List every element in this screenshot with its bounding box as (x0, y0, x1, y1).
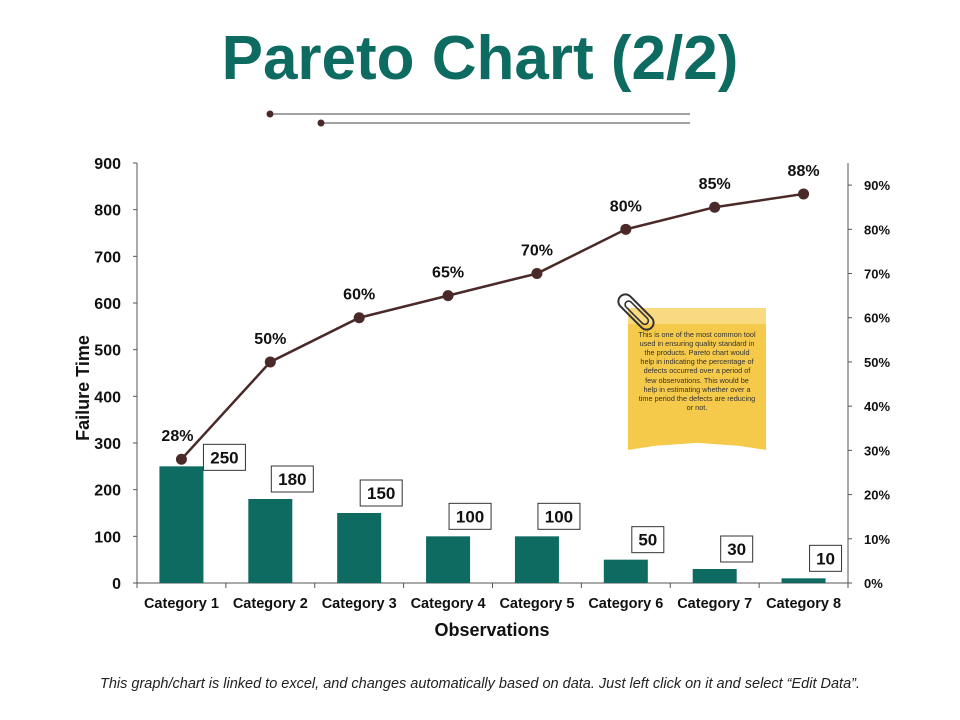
y-tick-label: 900 (94, 156, 121, 173)
bar-label-box (448, 502, 492, 530)
bar-data-label: 250 (210, 448, 238, 467)
page-title: Pareto Chart (2/2) (221, 24, 739, 93)
bar (781, 578, 826, 583)
bar-data-label: 100 (456, 507, 484, 526)
y2-tick-label: 30% (864, 443, 890, 458)
line-point (353, 312, 365, 324)
y2-tick-label: 0% (864, 576, 883, 591)
line-data-label: 88% (788, 163, 820, 180)
x-tick-label: Category 4 (411, 596, 486, 612)
bar-data-label: 50 (638, 531, 657, 550)
y-tick-label: 400 (94, 389, 121, 406)
y2-tick-label: 90% (864, 178, 890, 193)
line-point (798, 188, 810, 200)
line-point (709, 201, 721, 213)
x-tick-label: Category 3 (322, 596, 397, 612)
y2-tick-label: 60% (864, 311, 890, 326)
y-tick-label: 500 (94, 343, 121, 360)
x-axis-title: Observations (434, 620, 549, 640)
line-data-label: 65% (432, 265, 464, 282)
bar-label-box (202, 443, 246, 471)
line-point (264, 356, 276, 368)
bar (337, 513, 382, 583)
y-tick-label: 200 (94, 483, 121, 500)
y-axis-title: Failure Time (73, 335, 93, 441)
cumulative-line (180, 192, 804, 461)
x-tick-label: Category 8 (766, 596, 841, 612)
y-tick-label: 300 (94, 436, 121, 453)
sticky-note: This is one of the most common tool used… (628, 308, 766, 450)
footnote: This graph/chart is linked to excel, and… (99, 676, 861, 692)
x-tick-label: Category 6 (588, 596, 663, 612)
bar-label-box (270, 465, 314, 493)
bar-label-box (631, 526, 665, 554)
bar (159, 466, 204, 583)
bar-data-label: 10 (816, 549, 835, 568)
y-tick-label: 700 (94, 249, 121, 266)
bar (248, 499, 293, 583)
line-data-label: 80% (610, 198, 642, 215)
line-data-label: 85% (699, 176, 731, 193)
bar (426, 536, 471, 583)
y2-tick-label: 80% (864, 222, 890, 237)
line-point (620, 223, 632, 235)
sticky-note-band (628, 308, 766, 324)
y-tick-label: 0 (112, 576, 121, 593)
y2-tick-label: 10% (864, 532, 890, 547)
line-data-label: 70% (521, 243, 553, 260)
x-tick-label: Category 2 (233, 596, 308, 612)
x-tick-label: Category 5 (499, 596, 574, 612)
line-data-label: 60% (343, 287, 375, 304)
y2-tick-label: 70% (864, 267, 890, 282)
bar (692, 569, 737, 583)
sticky-note-text: This is one of the most common tool used… (638, 330, 756, 412)
y2-tick-label: 20% (864, 488, 890, 503)
bar-data-label: 180 (278, 470, 306, 489)
y-tick-label: 100 (94, 529, 121, 546)
y2-tick-label: 40% (864, 399, 890, 414)
bar (603, 559, 648, 583)
line-point (531, 268, 543, 280)
bar-data-label: 30 (727, 540, 746, 559)
y-tick-label: 600 (94, 296, 121, 313)
bar-data-label: 150 (367, 484, 395, 503)
bar-data-label: 100 (545, 507, 573, 526)
line-data-label: 28% (161, 428, 193, 445)
bar-label-box (809, 544, 843, 572)
x-tick-label: Category 7 (677, 596, 752, 612)
x-tick-label: Category 1 (144, 596, 219, 612)
line-data-label: 50% (254, 331, 286, 348)
bar (514, 536, 559, 583)
bar-label-box (359, 479, 403, 507)
y2-tick-label: 50% (864, 355, 890, 370)
y-tick-label: 800 (94, 203, 121, 220)
line-point (175, 453, 187, 465)
bar-label-box (537, 502, 581, 530)
bar-label-box (720, 535, 754, 563)
line-point (442, 290, 454, 302)
